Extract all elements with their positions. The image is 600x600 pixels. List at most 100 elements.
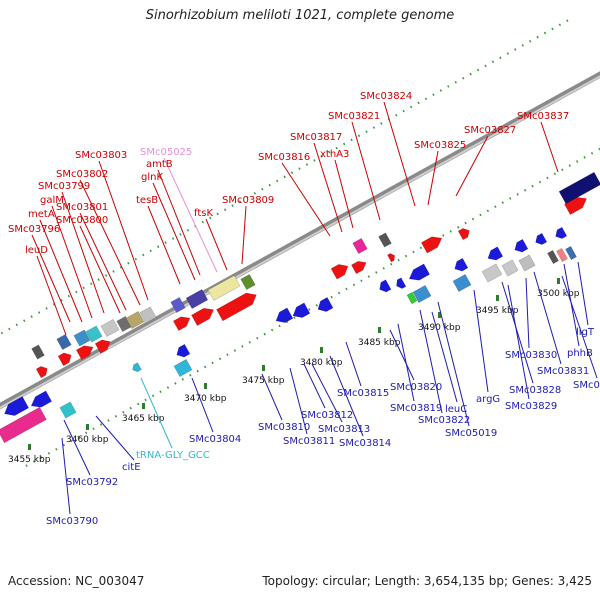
gene-label-SMc03804: SMc03804 [189,434,241,445]
gene-label-SMc03830: SMc03830 [505,350,557,361]
gene-label-SMc03815: SMc03815 [337,388,389,399]
gene-label-tRNA-GLY_GCC: tRNA-GLY_GCC [136,450,210,461]
feature-box [170,296,186,314]
gene-label-glnK: glnK [141,172,163,183]
label-leader [63,419,91,476]
kbp-tick-label: 3460 kbp [66,435,109,445]
label-leader [334,159,354,229]
gene-label-argG: argG [476,394,500,405]
feature-box [31,344,45,360]
topology-label: Topology: circular; Length: 3,654,135 bp… [262,574,592,588]
gene-label-SMc03828: SMc03828 [509,385,561,396]
gene-label-SMc03817: SMc03817 [290,132,342,143]
forward-gene [94,339,111,354]
gene-label-SMc03799: SMc03799 [38,181,90,192]
label-leader [455,135,489,197]
label-leader [79,212,127,311]
reverse-gene [30,390,52,408]
feature-box [412,285,432,303]
label-leader [79,225,121,314]
kbp-tick-mark [86,424,89,430]
backbone-line [0,71,600,410]
label-leader [241,205,247,265]
label-leader [533,271,562,365]
gene-label-SMc03812: SMc03812 [301,410,353,421]
kbp-tick-label: 3455 kbp [8,455,51,465]
gene-label-phhB: phhB [567,348,593,359]
forward-gene [421,236,443,254]
gene-label-SMc03822: SMc03822 [418,415,470,426]
kbp-tick-label: 3485 kbp [358,338,401,348]
gene-label-ftsK: ftsK [194,208,213,219]
gene-label-SMc03821: SMc03821 [328,111,380,122]
gene-label-SMc03820: SMc03820 [390,382,442,393]
label-leader [289,367,308,435]
reverse-gene [275,307,294,323]
kbp-tick-mark [262,365,265,371]
kbp-ticks: 3455 kbp 3460 kbp 3465 kbp 3470 kbp 3475 kbp… [8,278,580,465]
label-leader [39,219,83,323]
label-leader [329,355,364,437]
feature-box [207,275,241,301]
label-leader [419,309,443,414]
kbp-tick-label: 3465 kbp [122,414,165,424]
feature-box [73,329,91,347]
gene-label-metA: metA [28,209,55,220]
trna-gene [132,362,142,372]
label-leader [163,157,218,273]
label-leader [313,142,343,233]
label-leader [147,205,181,285]
gene-label-SMc03827: SMc03827 [464,125,516,136]
kbp-tick-mark [557,278,560,284]
kbp-tick-mark [378,327,381,333]
feature-box [139,306,157,324]
forward-gene [330,264,349,280]
gene-label-SMc03790: SMc03790 [46,516,98,527]
gene-label-SMc03810: SMc03810 [258,422,310,433]
feature-box [378,232,392,248]
label-leader [577,261,589,326]
label-leader [261,373,283,421]
gene-label-tesB: tesB [136,195,158,206]
gene-label-SMc03792: SMc03792 [66,477,118,488]
reverse-gene [176,343,191,358]
kbp-tick-mark [142,403,145,409]
reverse-gene [4,396,29,416]
kbp-tick-label: 3500 kbp [537,289,580,299]
label-leader [507,284,530,400]
forward-gene [57,352,72,367]
label-leader [31,234,71,323]
label-leader [431,311,458,403]
feature-box [100,319,120,337]
label-leader [140,377,173,449]
gene-label-galM: galM [40,195,64,206]
reverse-gene [514,238,529,253]
label-leader [157,169,201,276]
gene-label-SMc03801: SMc03801 [56,202,108,213]
forward-gene [191,308,214,326]
gene-label-leuD: leuD [25,245,48,256]
gene-label-amtB: amtB [146,159,173,170]
reverse-gene [535,232,548,245]
label-leader [36,255,67,336]
feature-box [185,289,209,309]
feature-box [59,401,77,419]
reverse-gene [317,297,334,312]
feature-box [565,245,577,261]
feature-box [173,359,193,377]
feature-box [501,259,519,277]
label-leader [303,363,326,409]
gene-label-SMc05025: SMc05025 [140,147,192,158]
label-leader [501,281,534,384]
kbp-tick-label: 3475 kbp [242,376,285,386]
label-leader [98,160,149,301]
label-leader [427,150,439,206]
forward-gene [216,292,257,322]
kbp-tick-mark [204,383,207,389]
feature-box [547,249,559,265]
gene-label-SMc03816: SMc03816 [258,152,310,163]
label-leader [389,329,415,381]
feature-box [518,254,536,272]
gene-label-SMc03837: SMc03837 [517,111,569,122]
